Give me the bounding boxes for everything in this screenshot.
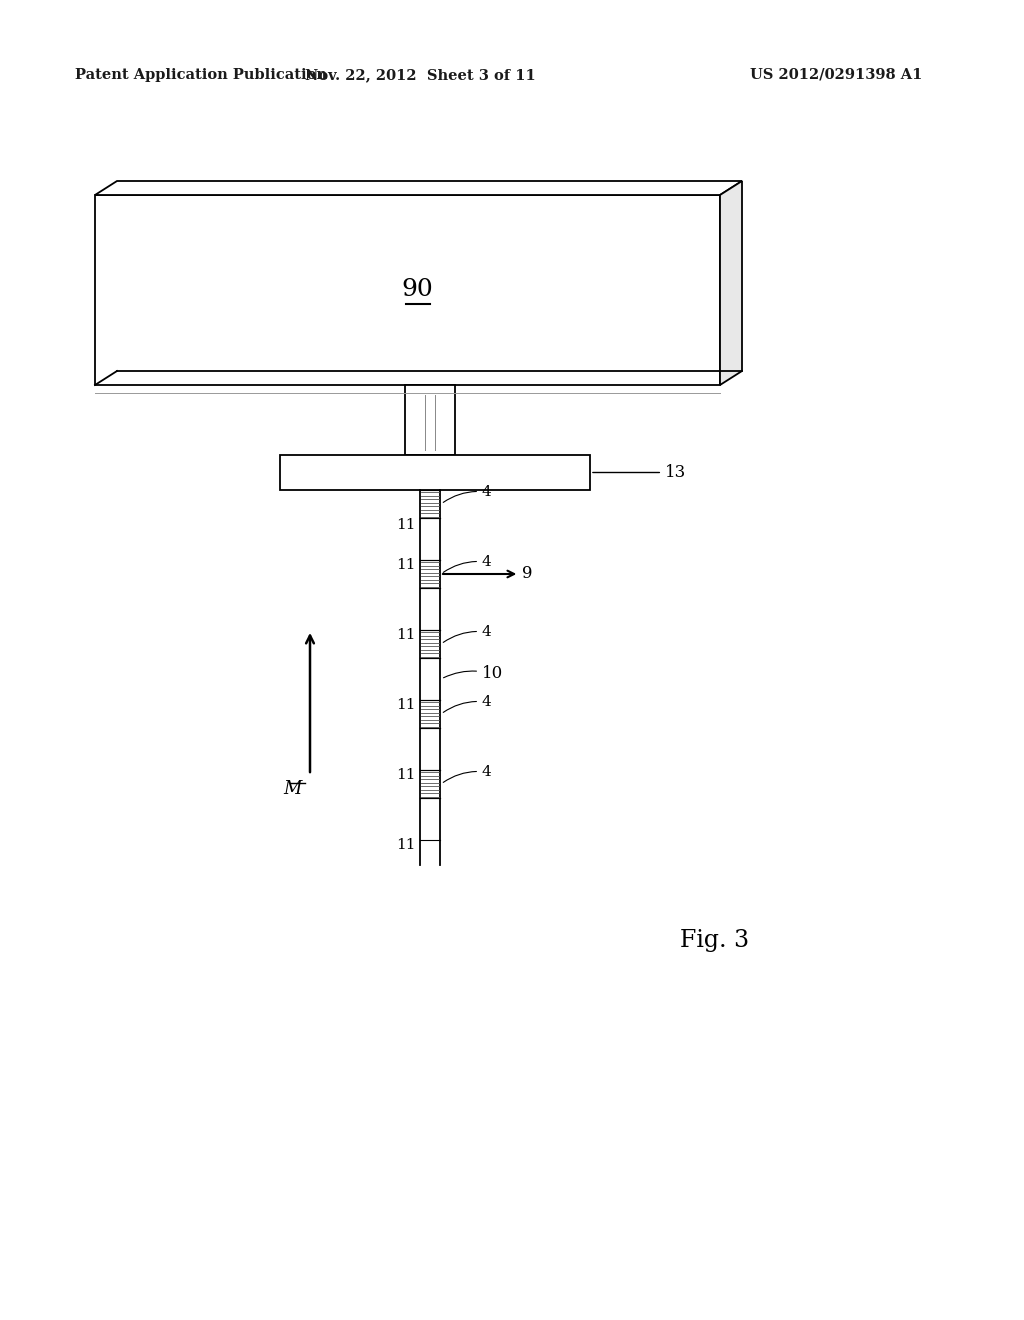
Polygon shape [95,181,742,195]
Text: 13: 13 [593,465,686,480]
Bar [421,770,439,799]
Text: US 2012/0291398 A1: US 2012/0291398 A1 [750,69,923,82]
Bar [421,700,439,729]
Bar [95,195,720,385]
Text: M: M [284,780,302,799]
Bar [406,385,455,455]
Bar [280,455,590,490]
Text: 11: 11 [396,698,416,711]
Text: 9: 9 [442,565,532,582]
Text: Patent Application Publication: Patent Application Publication [75,69,327,82]
Text: Nov. 22, 2012  Sheet 3 of 11: Nov. 22, 2012 Sheet 3 of 11 [304,69,536,82]
Text: 10: 10 [443,665,503,682]
Text: 11: 11 [396,628,416,642]
Text: 90: 90 [401,279,433,301]
Text: Fig. 3: Fig. 3 [680,928,750,952]
Text: 4: 4 [443,624,492,643]
Polygon shape [720,181,742,385]
Bar [421,630,439,657]
Bar [421,490,439,517]
Text: 11: 11 [396,558,416,572]
Bar [421,560,439,587]
Text: 11: 11 [396,838,416,851]
Text: 4: 4 [443,484,492,503]
Text: 4: 4 [443,696,492,713]
Text: 11: 11 [396,517,416,532]
Text: 4: 4 [443,554,492,573]
Text: 4: 4 [443,766,492,783]
Text: 11: 11 [396,768,416,781]
